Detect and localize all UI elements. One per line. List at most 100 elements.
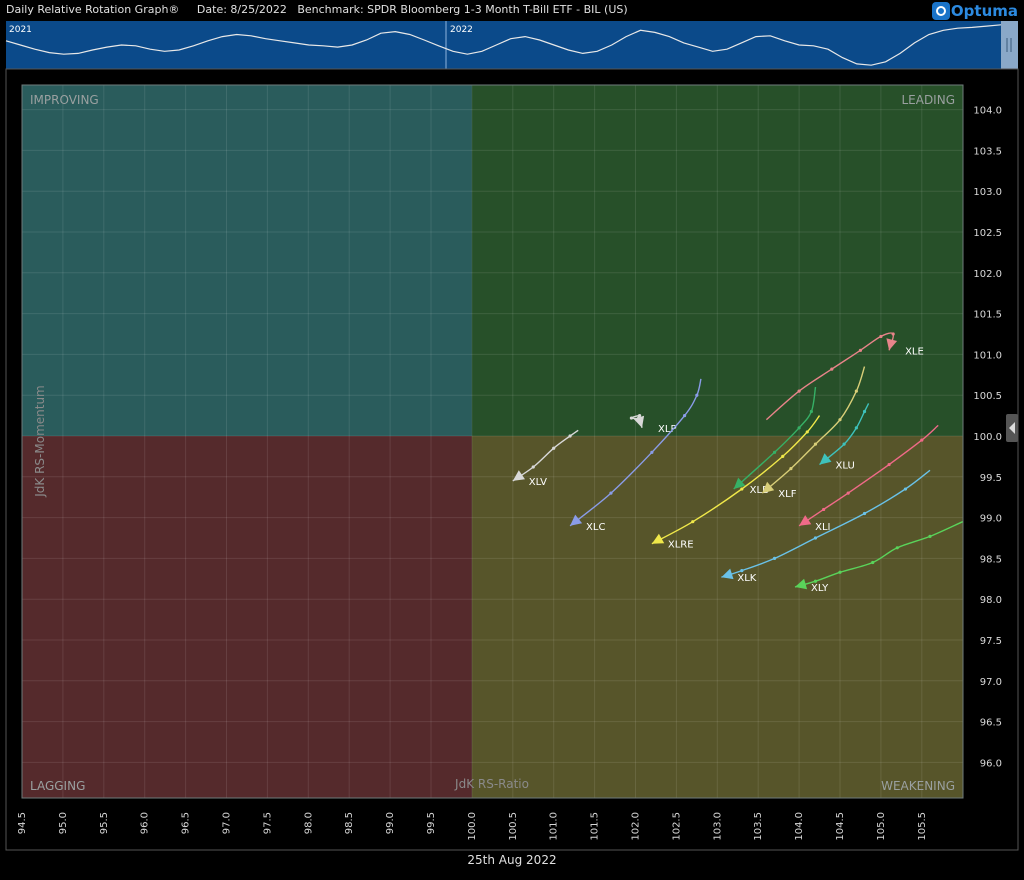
tail-point: [789, 467, 793, 471]
tail-xlk[interactable]: XLK: [721, 469, 931, 584]
y-tick-label: 103.5: [973, 146, 1002, 157]
tail-point: [691, 520, 695, 524]
tail-point: [879, 334, 883, 339]
quadrant-label-weakening: WEAKENING: [881, 779, 955, 793]
tail-point: [805, 430, 809, 434]
chart-frame: [5, 68, 1019, 851]
date-navigator[interactable]: 2021 2022: [5, 21, 1018, 69]
navigator-line: [5, 24, 1002, 66]
tail-point: [871, 560, 875, 565]
tail-arrowhead: [733, 477, 746, 489]
tail-point: [813, 536, 818, 540]
tail-xle[interactable]: XLE: [765, 332, 924, 421]
symbol-label-xlre: XLRE: [668, 540, 694, 551]
y-tick-label: 102.0: [973, 269, 1002, 280]
tail-xlre[interactable]: XLRE: [651, 415, 821, 551]
tail-point: [928, 534, 932, 538]
header-benchmark: Benchmark: SPDR Bloomberg 1-3 Month T-Bi…: [297, 3, 628, 16]
x-axis-ticks: 94.5 95.0 95.5 96.0 96.5 97.0 97.5 98.0 98.5 99.0…: [17, 812, 928, 841]
symbol-label-xlu: XLU: [836, 461, 855, 472]
tail-xly[interactable]: XLY: [794, 521, 963, 594]
tail-point: [781, 454, 785, 458]
x-tick-label: 101.5: [590, 812, 601, 841]
tail-xlu[interactable]: XLU: [819, 403, 870, 472]
tail-point: [637, 414, 642, 418]
tail-point: [772, 450, 777, 454]
navigator-background: [6, 21, 1018, 69]
symbol-label-xlc: XLC: [586, 522, 605, 533]
rotation-tails: XLE XLP XLV XLC XLU XLB XLF XLRE XLI XLK XLY: [512, 332, 963, 594]
tail-point: [797, 426, 801, 430]
tail-xlc[interactable]: XLC: [569, 378, 702, 533]
x-tick-label: 95.0: [58, 812, 69, 834]
symbol-label-xlf: XLF: [778, 489, 796, 500]
x-tick-label: 105.0: [876, 812, 887, 841]
y-tick-label: 101.0: [973, 350, 1002, 361]
y-tick-label: 100.0: [973, 432, 1002, 443]
x-tick-label: 99.5: [426, 812, 437, 834]
tail-line: [651, 415, 821, 545]
y-tick-label: 98.5: [980, 554, 1002, 565]
x-tick-label: 102.0: [631, 812, 642, 841]
plot-border: [21, 84, 964, 799]
tail-xlf[interactable]: XLF: [761, 366, 866, 501]
x-tick-label: 95.5: [99, 812, 110, 834]
y-tick-label: 98.0: [980, 595, 1002, 606]
tail-point: [695, 393, 699, 397]
navigator-handle[interactable]: [1001, 21, 1018, 69]
x-tick-label: 98.0: [303, 812, 314, 834]
side-collapse-button[interactable]: [1006, 414, 1018, 442]
x-tick-label: 100.0: [467, 812, 478, 841]
x-tick-label: 101.0: [549, 812, 560, 841]
header-date: Date: 8/25/2022: [196, 3, 287, 16]
tail-point: [822, 507, 826, 512]
tail-point: [772, 556, 777, 561]
x-tick-label: 103.5: [753, 812, 764, 841]
tail-point: [854, 389, 858, 393]
quadrant-leading: [471, 85, 963, 436]
tail-arrowhead: [799, 515, 812, 526]
x-tick-label: 102.5: [671, 812, 682, 841]
y-tick-label: 97.5: [980, 636, 1002, 647]
header-title: Daily Relative Rotation Graph® Date: 8/2…: [6, 3, 628, 16]
tail-point: [854, 426, 858, 430]
x-tick-label: 94.5: [17, 812, 28, 834]
tail-arrowhead: [762, 481, 775, 494]
tail-xli[interactable]: XLI: [798, 424, 939, 533]
tail-point: [838, 418, 842, 422]
tail-line: [798, 424, 939, 527]
tail-xlp[interactable]: XLP: [629, 414, 677, 435]
tail-point: [895, 546, 899, 550]
x-tick-label: 100.5: [508, 812, 519, 841]
tail-point: [629, 416, 634, 420]
tail-arrowhead: [819, 453, 832, 465]
tail-point: [920, 438, 924, 442]
optuma-logo: Optuma: [931, 2, 1018, 20]
x-tick-label: 104.0: [794, 812, 805, 841]
y-tick-label: 101.5: [973, 310, 1002, 321]
symbol-label-xli: XLI: [815, 522, 830, 533]
quadrant-lagging: [22, 436, 472, 798]
x-tick-label: 96.0: [140, 812, 151, 834]
tail-point: [740, 569, 744, 573]
tail-point: [858, 348, 863, 352]
symbol-label-xlv: XLV: [529, 477, 547, 488]
y-tick-label: 104.0: [973, 106, 1002, 117]
chart-date-label: 25th Aug 2022: [467, 853, 557, 867]
tail-point: [813, 442, 818, 446]
tail-xlv[interactable]: XLV: [512, 429, 579, 488]
y-tick-label: 103.0: [973, 187, 1002, 198]
tail-point: [740, 487, 744, 491]
optuma-logo-text: Optuma: [950, 2, 1018, 20]
tail-point: [568, 434, 572, 438]
x-tick-label: 99.0: [385, 812, 396, 834]
symbol-label-xlp: XLP: [658, 424, 676, 435]
quadrant-improving: [22, 85, 472, 436]
tail-point: [813, 579, 818, 583]
tail-xlb[interactable]: XLB: [733, 386, 817, 496]
navigator-label-2022: 2022: [450, 25, 473, 35]
tail-arrowhead: [651, 533, 665, 544]
tail-point: [797, 389, 801, 393]
x-tick-label: 96.5: [181, 812, 192, 834]
y-tick-label: 96.5: [980, 718, 1002, 729]
